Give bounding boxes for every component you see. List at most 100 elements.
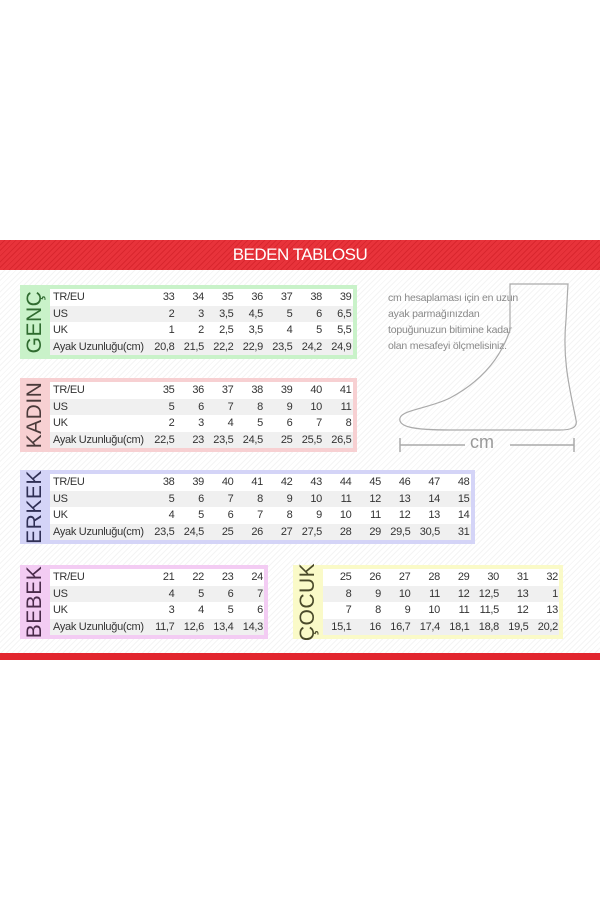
size-cell: 10 <box>382 585 412 602</box>
category-name: ÇOCUK <box>296 562 319 642</box>
category-label: BEBEK <box>20 566 50 639</box>
size-cell: 28 <box>411 569 441 586</box>
size-cell: 11 <box>411 585 441 602</box>
size-cell: 35 <box>205 289 235 306</box>
size-cell: 3 <box>175 305 205 322</box>
size-cell: 36 <box>175 382 205 399</box>
size-cell: 13 <box>500 585 530 602</box>
size-cell: 22 <box>175 569 205 586</box>
size-cell: 26 <box>352 569 382 586</box>
size-cell: 11 <box>323 490 353 507</box>
size-cell: 7 <box>234 585 264 602</box>
size-cell: 41 <box>234 474 264 491</box>
size-cell: 24 <box>234 569 264 586</box>
size-cell: 25,5 <box>293 431 323 448</box>
size-cell: 2 <box>146 305 176 322</box>
size-cell: 6 <box>175 398 205 415</box>
size-cell: 23,5 <box>146 523 176 540</box>
size-cell: 27 <box>382 569 412 586</box>
row-label: Ayak Uzunluğu(cm) <box>50 618 146 635</box>
table-row: 7 8 9 10 11 11,5 12 13 <box>323 602 559 619</box>
size-cell: 46 <box>382 474 412 491</box>
size-cell: 36 <box>234 289 264 306</box>
category-label: KADIN <box>20 381 50 449</box>
size-cell: 20,2 <box>529 618 559 635</box>
size-cell: 26 <box>234 523 264 540</box>
size-cell: 6 <box>205 507 235 524</box>
size-cell: 48 <box>441 474 471 491</box>
size-table-kadin: KADIN TR/EU 35 36 37 38 39 40 41 US 5 6 7 8 9 10 11 UK 2 3 4… <box>20 378 357 452</box>
size-cell: 21 <box>146 569 176 586</box>
size-cell: 12 <box>352 490 382 507</box>
row-label: Ayak Uzunluğu(cm) <box>50 523 146 540</box>
table-row: 8 9 10 11 12 12,5 13 1 <box>323 585 559 602</box>
size-cell: 34 <box>175 289 205 306</box>
size-cell: 16 <box>352 618 382 635</box>
size-cell: 5 <box>205 602 235 619</box>
row-label: US <box>50 585 146 602</box>
size-cell: 23,5 <box>264 338 294 355</box>
size-grid: TR/EU 21 22 23 24 US 4 5 6 7 UK 3 4 5 6 Ayak Uzunluğu(c… <box>50 569 264 635</box>
size-cell: 13,4 <box>205 618 235 635</box>
size-cell: 15 <box>441 490 471 507</box>
row-label: TR/EU <box>50 474 146 491</box>
size-cell: 37 <box>264 289 294 306</box>
size-cell: 4 <box>146 585 176 602</box>
size-cell: 9 <box>293 507 323 524</box>
row-label: US <box>50 490 146 507</box>
size-table-bebek: BEBEK TR/EU 21 22 23 24 US 4 5 6 7 UK 3 4 5 6 Ayak Uzunl… <box>20 565 268 639</box>
table-row: 15,1 16 16,7 17,4 18,1 18,8 19,5 20,2 <box>323 618 559 635</box>
table-row: US 4 5 6 7 <box>50 585 264 602</box>
size-cell: 45 <box>352 474 382 491</box>
size-cell: 5 <box>264 305 294 322</box>
size-cell: 6 <box>205 585 235 602</box>
row-label: Ayak Uzunluğu(cm) <box>50 338 146 355</box>
table-row: UK 2 3 4 5 6 7 8 <box>50 415 353 432</box>
size-cell: 43 <box>293 474 323 491</box>
category-label: ÇOCUK <box>293 563 323 641</box>
size-cell: 14,3 <box>234 618 264 635</box>
table-row: TR/EU 33 34 35 36 37 38 39 <box>50 289 353 306</box>
size-cell: 32 <box>529 569 559 586</box>
size-cell: 3,5 <box>205 305 235 322</box>
size-cell: 39 <box>175 474 205 491</box>
size-cell: 8 <box>264 507 294 524</box>
size-cell: 7 <box>234 507 264 524</box>
row-label: US <box>50 398 146 415</box>
size-cell: 31 <box>441 523 471 540</box>
size-cell: 42 <box>264 474 294 491</box>
size-cell: 25 <box>205 523 235 540</box>
size-cell: 22,5 <box>146 431 176 448</box>
size-cell: 8 <box>234 490 264 507</box>
size-cell: 17,4 <box>411 618 441 635</box>
size-grid: TR/EU 38 39 40 41 42 43 44 45 46 47 48 US 5 6 7 8 9 10 11 12… <box>50 474 471 540</box>
table-row: US 2 3 3,5 4,5 5 6 6,5 <box>50 305 353 322</box>
size-cell: 19,5 <box>500 618 530 635</box>
page-title: BEDEN TABLOSU <box>0 240 600 270</box>
size-cell: 27 <box>264 523 294 540</box>
size-cell: 18,8 <box>470 618 500 635</box>
row-label: TR/EU <box>50 382 146 399</box>
size-cell: 40 <box>293 382 323 399</box>
size-cell: 6 <box>234 602 264 619</box>
category-name: KADIN <box>23 381 46 449</box>
size-cell: 12 <box>382 507 412 524</box>
size-cell: 5 <box>175 585 205 602</box>
size-cell: 25 <box>264 431 294 448</box>
size-grid: TR/EU 33 34 35 36 37 38 39 US 2 3 3,5 4,5 5 6 6,5 UK 1 2 2,… <box>50 289 353 355</box>
size-cell: 14 <box>411 490 441 507</box>
size-cell: 11 <box>323 398 353 415</box>
size-cell: 9 <box>382 602 412 619</box>
size-cell: 4 <box>264 322 294 339</box>
size-cell: 13 <box>529 602 559 619</box>
size-cell: 13 <box>411 507 441 524</box>
size-cell: 5 <box>293 322 323 339</box>
row-label: US <box>50 305 146 322</box>
row-label: TR/EU <box>50 569 146 586</box>
size-cell: 1 <box>146 322 176 339</box>
size-cell: 39 <box>323 289 353 306</box>
size-cell: 6 <box>264 415 294 432</box>
size-cell: 38 <box>234 382 264 399</box>
size-cell: 12 <box>441 585 471 602</box>
table-row: TR/EU 35 36 37 38 39 40 41 <box>50 382 353 399</box>
